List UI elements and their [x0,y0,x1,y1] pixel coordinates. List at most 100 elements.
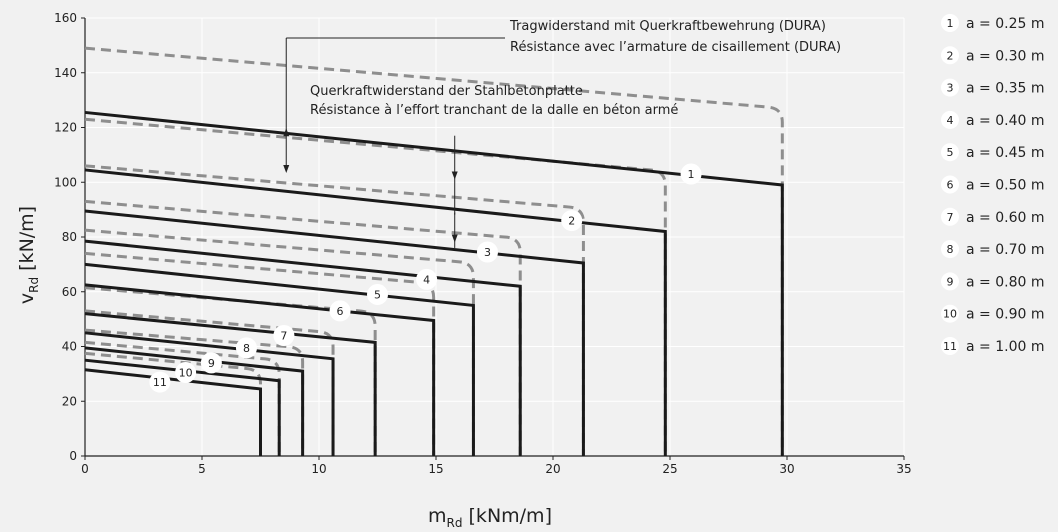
curve-marker-label-8: 8 [243,342,250,355]
x-tick-label: 0 [81,462,89,476]
legend-marker-label-2: 2 [947,49,954,62]
legend-label-2: a = 0.30 m [966,48,1044,64]
curve-marker-4 [416,268,438,290]
slab-curve-1 [84,110,784,456]
legend-label-8: a = 0.70 m [966,242,1044,258]
slab-arrow-head-2 [451,234,458,243]
curve-marker-label-3: 3 [484,246,491,259]
dura-curve-5 [84,228,475,456]
curve-marker-label-2: 2 [568,215,575,228]
slab-curve-8 [84,331,335,456]
legend-marker-4 [941,110,959,129]
dura-curve-11 [84,351,262,456]
curve-marker-label-11: 11 [153,376,167,389]
y-tick-label: 120 [54,121,77,135]
x-tick-label: 35 [896,462,911,476]
legend-label-3: a = 0.35 m [966,81,1044,97]
dura-curve-1 [84,46,784,456]
legend-marker-3 [941,78,959,97]
legend-marker-label-10: 10 [943,308,957,321]
dura-curve-3 [84,164,585,456]
legend-marker-label-6: 6 [947,179,954,192]
curve-marker-1 [680,163,702,185]
curve-marker-10 [175,362,197,384]
slab-curve-6 [84,283,436,456]
y-tick-label: 160 [54,11,77,25]
legend-label-5: a = 0.45 m [966,145,1044,161]
curve-marker-label-6: 6 [337,305,344,318]
slab-curve-10 [84,358,281,456]
dura-annotation-line1: Tragwiderstand mit Querkraftbewehrung (D… [509,19,826,34]
grid [85,17,905,456]
dura-annotation-line2: Résistance avec l’armature de cisailleme… [510,40,841,55]
legend-marker-label-4: 4 [947,114,954,127]
curve-marker-2 [561,210,583,232]
x-axis-label: mRd [kNm/m] [428,505,552,530]
curve-marker-7 [273,325,295,347]
curve-marker-11 [149,371,171,393]
legend-marker-9 [941,272,959,291]
slab-curve-3 [84,209,585,456]
slab-annotation-line2: Résistance à l’effort tranchant de la da… [310,103,678,118]
dura-curve-6 [84,251,436,456]
x-tick-label: 30 [779,462,794,476]
legend-label-11: a = 1.00 m [966,339,1044,355]
x-tick-label: 5 [198,462,206,476]
y-tick-label: 80 [62,230,77,244]
x-tick-label: 10 [311,462,326,476]
curve-marker-label-10: 10 [179,367,193,380]
y-tick-label: 140 [54,66,77,80]
y-tick-label: 20 [62,394,77,408]
slab-curve-2 [84,168,667,456]
slab-curve-9 [84,346,305,456]
curve-marker-label-7: 7 [280,330,287,343]
y-axis-label: vRd [kN/m] [16,206,41,304]
dura-arrow-head [283,165,290,174]
legend-marker-label-9: 9 [947,275,954,288]
curve-marker-label-4: 4 [423,273,430,286]
legend-label-1: a = 0.25 m [966,16,1044,32]
dura-curve-9 [84,328,305,456]
slab-curve-7 [84,312,377,456]
dura-curve-8 [84,309,335,456]
slab-curves [84,110,784,456]
legend-label-9: a = 0.80 m [966,274,1044,290]
curve-marker-5 [367,283,388,305]
slab-arrow-head-1 [451,171,458,180]
x-tick-label: 15 [428,462,443,476]
legend-marker-1 [941,14,959,32]
legend: 1 a = 0.25 m 2 a = 0.30 m 3 a = 0.35 m 4 a = 0.… [941,14,1044,355]
dura-curve-4 [84,199,522,456]
legend-marker-label-3: 3 [947,82,954,95]
legend-marker-2 [941,46,959,65]
legend-marker-label-8: 8 [947,243,954,256]
curve-marker-label-5: 5 [374,288,381,301]
legend-marker-5 [941,143,959,162]
dura-arrow-head-up [283,128,290,137]
legend-marker-label-1: 1 [947,17,954,30]
curve-marker-8 [235,337,257,359]
legend-marker-8 [941,240,959,259]
legend-marker-7 [941,207,959,226]
legend-marker-label-7: 7 [947,211,954,224]
curve-marker-label-9: 9 [208,357,215,370]
slab-curve-11 [84,368,262,456]
legend-marker-label-11: 11 [943,340,957,353]
legend-label-7: a = 0.60 m [966,210,1044,226]
legend-label-4: a = 0.40 m [966,113,1044,129]
dura-curve-10 [84,340,281,456]
curve-marker-3 [476,241,498,263]
slab-annotation-line1: Querkraftwiderstand der Stahlbetonplatte [310,84,583,99]
slab-curve-4 [84,239,522,456]
legend-marker-10 [941,304,959,323]
curve-marker-label-1: 1 [688,168,695,181]
y-tick-label: 40 [62,340,77,354]
x-tick-label: 25 [662,462,677,476]
y-tick-label: 100 [54,175,77,189]
y-tick-label: 0 [69,449,77,463]
legend-marker-6 [941,175,959,194]
curve-markers: 1 2 3 4 5 6 7 8 9 10 11 [149,163,702,393]
curve-marker-9 [200,352,222,374]
